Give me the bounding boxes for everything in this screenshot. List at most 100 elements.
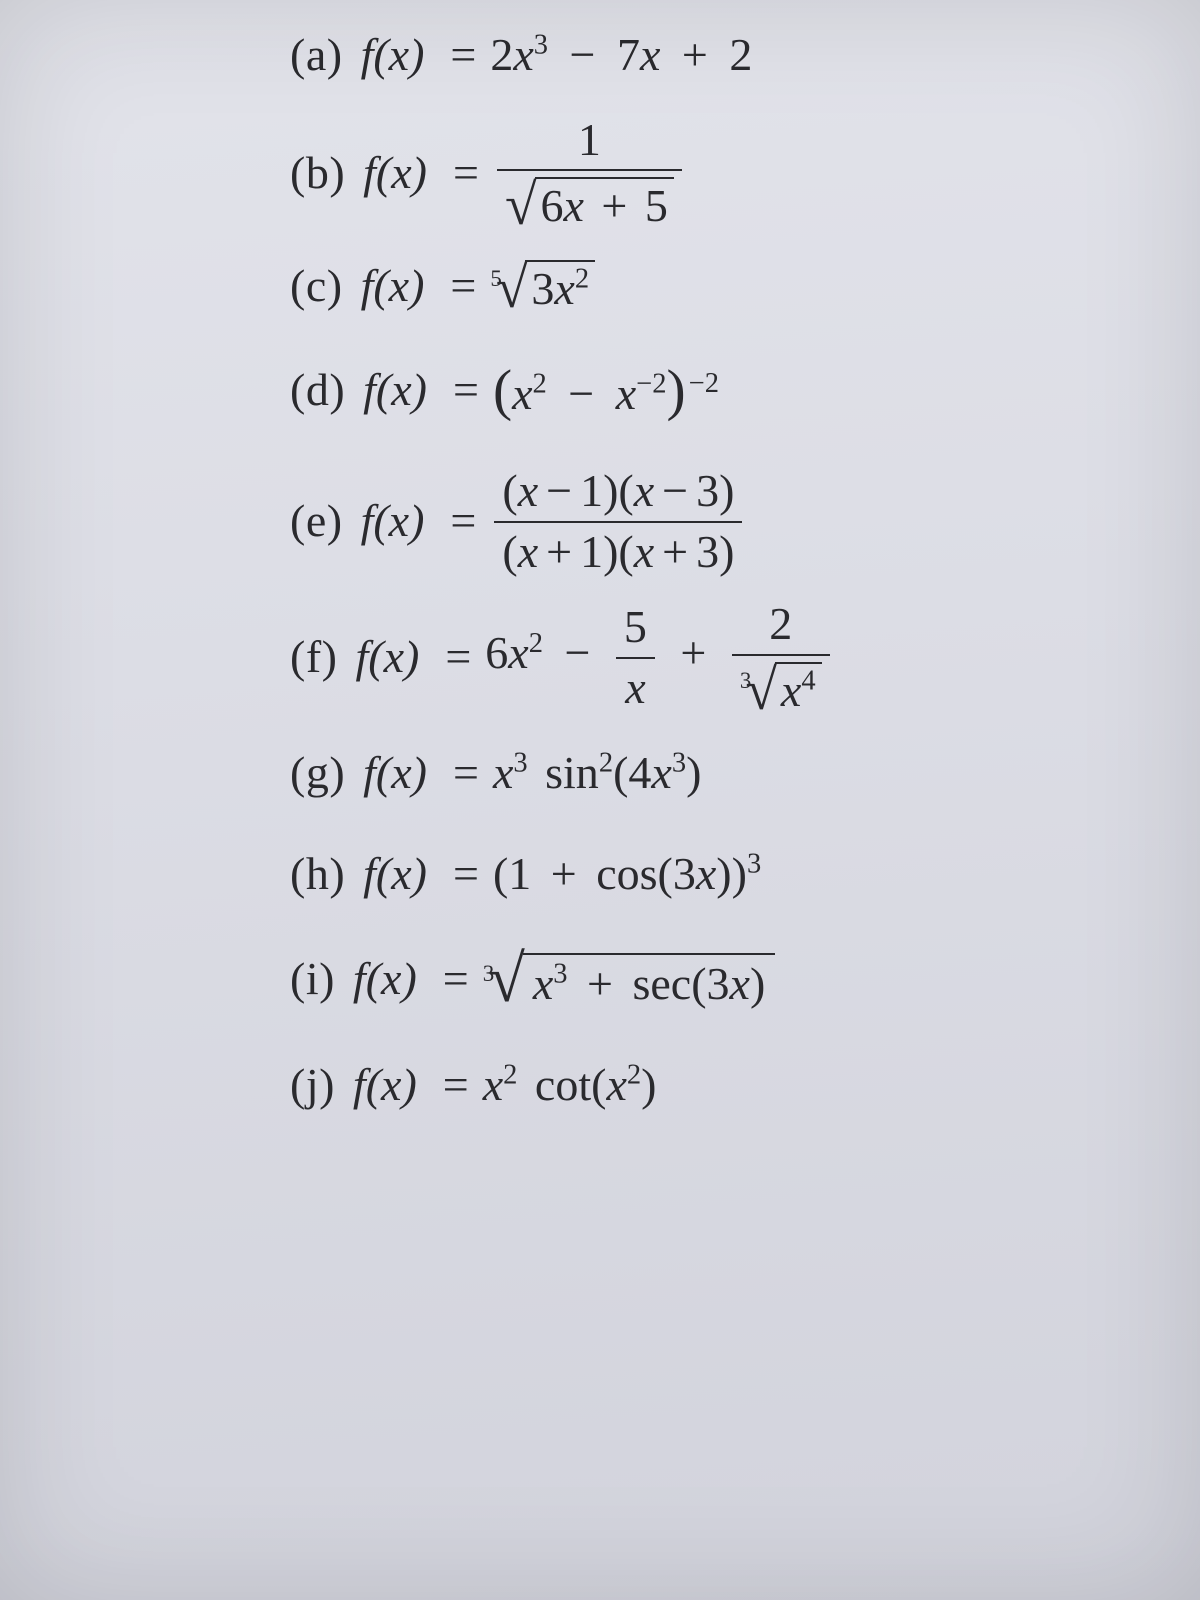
- nthroot: 3 √ x4: [740, 662, 822, 717]
- paren-open: (: [691, 958, 706, 1009]
- rhs-f: 6x2 − 5 x + 2 3 √ x4: [485, 599, 833, 716]
- const: 1: [580, 526, 603, 577]
- denominator: √ 6x + 5: [497, 171, 682, 232]
- var: x: [651, 747, 671, 798]
- pow: 2: [627, 1059, 641, 1090]
- problem-f: (f) f(x) = 6x2 − 5 x + 2 3 √ x4: [290, 599, 1160, 716]
- op: +: [601, 180, 627, 231]
- const: 5: [645, 180, 668, 231]
- var: x: [564, 180, 584, 231]
- problem-e: (e) f(x) = (x−1)(x−3) (x+1)(x+3): [290, 466, 1160, 577]
- coef: 7: [617, 29, 640, 80]
- var: x: [493, 747, 513, 798]
- lhs: f(x): [363, 148, 427, 199]
- fraction: 1 √ 6x + 5: [497, 115, 682, 232]
- fn: sec: [632, 958, 691, 1009]
- paren-close: ): [686, 747, 701, 798]
- rhs-h: (1 + cos(3x))3: [493, 849, 761, 900]
- rhs-j: x2 cot(x2): [483, 1060, 657, 1111]
- lhs: f(x): [363, 748, 427, 799]
- pow: 4: [801, 666, 815, 697]
- coef: 6: [541, 180, 564, 231]
- problem-j: (j) f(x) = x2 cot(x2): [290, 1060, 1160, 1111]
- fn: cot: [535, 1059, 591, 1110]
- pow: 2: [575, 264, 589, 295]
- fn-pow: 2: [599, 748, 613, 779]
- paren-close: ): [641, 1059, 656, 1110]
- label-j: (j): [290, 1060, 335, 1111]
- equals: =: [445, 632, 471, 683]
- lhs: f(x): [353, 954, 417, 1005]
- label-a: (a): [290, 30, 343, 81]
- problem-i: (i) f(x) = 3 √ x3 + sec(3x): [290, 950, 1160, 1010]
- equals: =: [453, 748, 479, 799]
- lhs: f(x): [361, 261, 425, 312]
- var: x: [533, 958, 553, 1009]
- fraction: 2 3 √ x4: [732, 599, 830, 716]
- var: x: [696, 848, 716, 899]
- numerator: 5: [616, 602, 655, 659]
- label-d: (d): [290, 365, 345, 416]
- lhs: f(x): [361, 496, 425, 547]
- label-e: (e): [290, 496, 343, 547]
- outer-pow: 3: [747, 849, 761, 880]
- op: −: [570, 29, 596, 80]
- pow: 2: [533, 368, 547, 399]
- radicand: x3 + sec(3x): [523, 953, 775, 1010]
- op: +: [680, 627, 706, 678]
- equals: =: [450, 496, 476, 547]
- paren-open: (: [618, 465, 633, 516]
- root-index: 3: [483, 961, 495, 986]
- op: +: [662, 526, 688, 577]
- problem-b: (b) f(x) = 1 √ 6x + 5: [290, 115, 1160, 232]
- var: x: [640, 29, 660, 80]
- label-h: (h): [290, 849, 345, 900]
- radicand: 3x2: [525, 260, 595, 315]
- pow: 3: [534, 30, 548, 61]
- pow: −2: [636, 368, 666, 399]
- lhs: f(x): [363, 849, 427, 900]
- root-index: 3: [740, 668, 752, 693]
- op: −: [662, 465, 688, 516]
- var: x: [634, 465, 654, 516]
- nthroot: 5 √ 3x2: [490, 260, 595, 315]
- numerator: 1: [497, 115, 682, 172]
- pow: 3: [553, 959, 567, 990]
- var: x: [606, 1059, 626, 1110]
- rhs-g: x3 sin2(4x3): [493, 748, 701, 799]
- const: 2: [729, 29, 752, 80]
- var: x: [483, 1059, 503, 1110]
- paren-close: ): [750, 958, 765, 1009]
- paren-open: (: [618, 526, 633, 577]
- equals: =: [450, 30, 476, 81]
- label-c: (c): [290, 261, 343, 312]
- problem-c: (c) f(x) = 5 √ 3x2: [290, 258, 1160, 315]
- fraction: (x−1)(x−3) (x+1)(x+3): [494, 466, 742, 577]
- paren-open: (: [591, 1059, 606, 1110]
- const: 3: [696, 526, 719, 577]
- paren-open: (: [502, 465, 517, 516]
- lhs: f(x): [363, 365, 427, 416]
- denominator: x: [616, 659, 655, 714]
- paren-close: ): [716, 848, 731, 899]
- radicand: 6x + 5: [535, 177, 674, 232]
- equals: =: [443, 1060, 469, 1111]
- radicand: x4: [775, 662, 822, 717]
- root-index: 5: [490, 266, 502, 291]
- label-g: (g): [290, 748, 345, 799]
- paren-close: ): [667, 359, 686, 422]
- const: 1: [508, 848, 531, 899]
- op: +: [587, 958, 613, 1009]
- var: x: [513, 29, 533, 80]
- var: x: [616, 368, 636, 419]
- paren-open: (: [493, 359, 512, 422]
- label-i: (i): [290, 954, 335, 1005]
- lhs: f(x): [353, 1060, 417, 1111]
- op: +: [551, 848, 577, 899]
- const: 1: [580, 465, 603, 516]
- var: x: [518, 465, 538, 516]
- nthroot: 3 √ x3 + sec(3x): [483, 950, 776, 1010]
- op: −: [546, 465, 572, 516]
- rhs-i: 3 √ x3 + sec(3x): [483, 950, 776, 1010]
- numerator: 2: [732, 599, 830, 656]
